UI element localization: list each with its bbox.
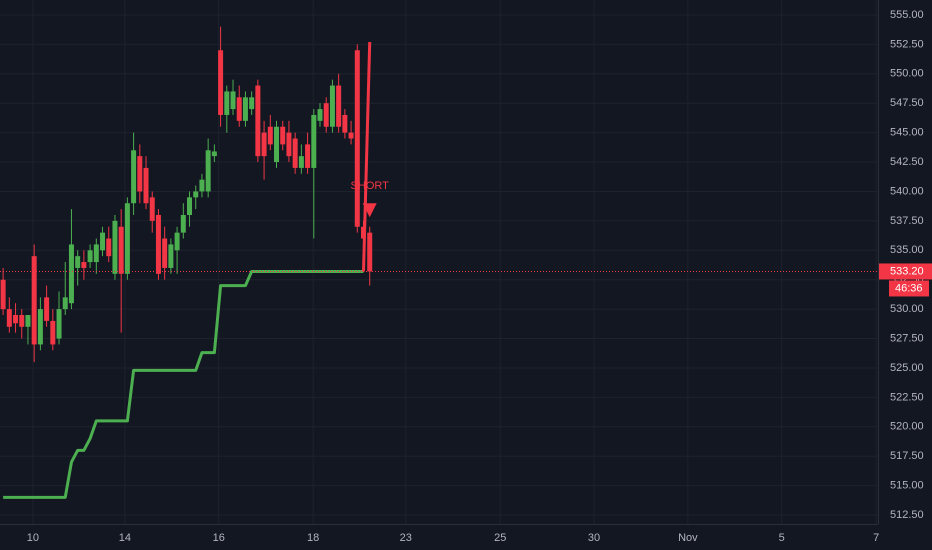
candle-body — [187, 197, 193, 215]
y-tick-label: 545.00 — [890, 127, 924, 139]
candle-body — [236, 97, 242, 121]
candle-body — [180, 214, 186, 233]
candle-body — [317, 109, 323, 121]
indicator-line — [362, 41, 372, 272]
y-tick-label: 555.00 — [890, 9, 924, 21]
candle-body — [292, 138, 298, 168]
y-tick-label: 522.50 — [890, 391, 924, 403]
candle-body — [242, 97, 248, 121]
x-tick-label: 10 — [27, 532, 39, 544]
candle-body — [211, 151, 217, 157]
candle-body — [354, 50, 360, 227]
x-tick-label: Nov — [678, 532, 698, 544]
candle-body — [193, 191, 199, 198]
candle-body — [205, 150, 211, 192]
candle-body — [50, 320, 56, 345]
x-tick-label: 25 — [494, 532, 506, 544]
x-tick-label: 30 — [588, 532, 600, 544]
candle-body — [100, 232, 106, 251]
signal-marker — [362, 203, 377, 218]
y-tick-label: 525.00 — [890, 362, 924, 374]
candle-body — [249, 97, 255, 110]
candle-body — [13, 315, 19, 324]
candle-body — [274, 126, 280, 163]
plot: SHORT — [0, 26, 878, 499]
x-tick-label: 16 — [213, 532, 225, 544]
y-tick-label: 515.00 — [890, 480, 924, 492]
candle-body — [162, 238, 168, 268]
y-tick-label: 547.50 — [890, 97, 924, 109]
candle-body — [106, 238, 112, 257]
candle-body — [56, 309, 62, 339]
axes: 512.50 515.00 517.50 520.00 522.50 525.00 527.… — [27, 9, 932, 544]
candle-body — [19, 315, 25, 327]
candle-body — [336, 85, 342, 127]
y-tick-label: 527.50 — [890, 332, 924, 344]
candle-body — [81, 262, 87, 268]
candle-body — [329, 85, 335, 127]
y-tick-label: 520.00 — [890, 421, 924, 433]
candle-body — [112, 220, 118, 274]
y-tick-label: 517.50 — [890, 450, 924, 462]
candle-body — [143, 167, 149, 204]
candle-body — [124, 203, 130, 274]
last-price-label: 533.20 — [890, 265, 924, 277]
candle-body — [87, 250, 93, 263]
candle-body — [305, 144, 311, 168]
y-tick-label: 535.00 — [890, 244, 924, 256]
candle-body — [323, 103, 329, 127]
candle-body — [311, 114, 317, 168]
candle-body — [261, 132, 267, 157]
candle-body — [199, 179, 205, 192]
candle-body — [286, 132, 292, 157]
last-price-box — [879, 263, 932, 280]
candle-body — [6, 309, 12, 327]
candle-body — [62, 297, 68, 310]
candle-body — [348, 132, 354, 139]
candle-body — [168, 244, 174, 268]
y-tick-label: 540.00 — [890, 185, 924, 197]
x-tick-label: 14 — [119, 532, 131, 544]
candle-body — [118, 226, 124, 274]
candle-body — [174, 232, 180, 251]
candle-body — [44, 297, 50, 321]
y-tick-label: 512.50 — [890, 509, 924, 521]
candle-body — [298, 156, 304, 168]
candle-body — [342, 114, 348, 133]
candle-body — [75, 256, 81, 268]
y-tick-label: 542.50 — [890, 156, 924, 168]
x-tick-label: 5 — [779, 532, 785, 544]
y-tick-label: 537.50 — [890, 215, 924, 227]
candle-body — [255, 85, 261, 157]
candle-body — [367, 232, 373, 272]
candle-body — [37, 309, 43, 345]
y-tick-label: 550.00 — [890, 68, 924, 80]
x-tick-label: 23 — [400, 532, 412, 544]
countdown-label: 46:36 — [895, 282, 923, 294]
candle-body — [230, 91, 236, 110]
candle-body — [155, 214, 161, 274]
candle-body — [68, 244, 74, 304]
y-tick-label: 530.00 — [890, 303, 924, 315]
x-tick-label: 18 — [307, 532, 319, 544]
candle-body — [131, 150, 137, 204]
candle-body — [224, 91, 230, 115]
candle-body — [280, 126, 286, 145]
countdown-box — [889, 280, 929, 297]
candle-body — [93, 244, 99, 263]
x-tick-label: 7 — [873, 532, 879, 544]
candle-body — [267, 126, 273, 145]
candle-body — [0, 279, 6, 310]
y-tick-label: 552.50 — [890, 38, 924, 50]
candle-body — [137, 156, 143, 192]
candle-body — [31, 256, 37, 345]
candle-body — [218, 50, 224, 115]
candle-body — [25, 315, 31, 327]
candle-body — [149, 197, 155, 221]
signal-label: SHORT — [351, 180, 390, 192]
